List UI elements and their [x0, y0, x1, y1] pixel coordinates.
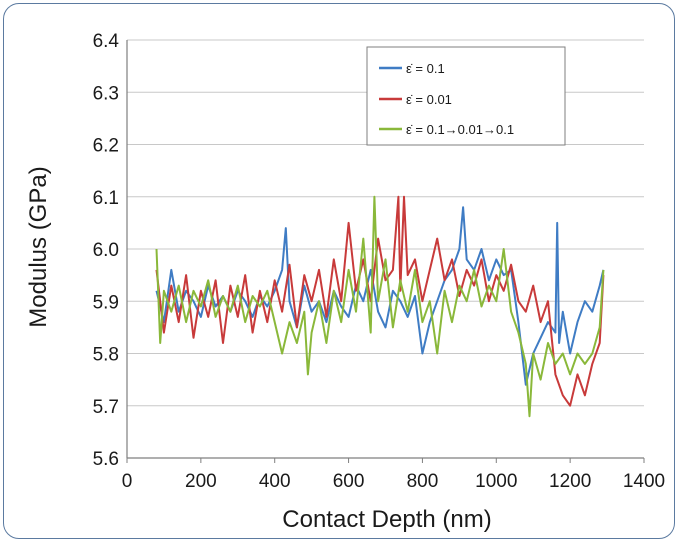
- x-tick-labels: 0 200 400 600 800 1000 1200 1400: [122, 471, 665, 492]
- y-tick-label: 5.7: [93, 397, 119, 418]
- chart-frame: 5.6 5.7 5.8 5.9 6.0 6.1 6.2 6.3 6.4 0 200 400 600 80…: [3, 3, 675, 539]
- legend: ε̇ = 0.1 ε̇ = 0.01 ε̇ = 0.1→0.01→0.1: [366, 46, 566, 146]
- y-tick-label: 5.9: [93, 292, 119, 313]
- x-tick-label: 800: [407, 471, 439, 492]
- x-tick-label: 600: [333, 471, 365, 492]
- y-tick-label: 6.3: [93, 83, 119, 104]
- x-tick-label: 1200: [549, 471, 591, 492]
- x-tick-label: 0: [122, 471, 133, 492]
- y-tick-label: 5.8: [93, 345, 119, 366]
- series-lines: [155, 195, 605, 418]
- y-tick-label: 5.6: [93, 449, 119, 470]
- x-tick-label: 1000: [475, 471, 517, 492]
- y-tick-label: 6.0: [93, 240, 119, 261]
- x-tick-label: 200: [185, 471, 217, 492]
- axes: [126, 40, 645, 463]
- legend-label-series-3: ε̇ = 0.1→0.01→0.1: [406, 122, 514, 137]
- y-axis-label: Modulus (GPa): [25, 166, 52, 327]
- y-tick-labels: 5.6 5.7 5.8 5.9 6.0 6.1 6.2 6.3 6.4: [93, 31, 120, 470]
- y-tick-label: 6.1: [93, 188, 119, 209]
- series-line-3: [155, 195, 605, 418]
- x-axis-label: Contact Depth (nm): [282, 506, 491, 533]
- series-line-1: [155, 206, 605, 386]
- legend-label-series-2: ε̇ = 0.01: [406, 92, 452, 107]
- x-tick-label: 400: [259, 471, 291, 492]
- y-tick-label: 6.4: [93, 31, 120, 52]
- x-tick-label: 1400: [623, 471, 665, 492]
- chart: 5.6 5.7 5.8 5.9 6.0 6.1 6.2 6.3 6.4 0 200 400 600 80…: [25, 31, 665, 533]
- y-tick-label: 6.2: [93, 136, 119, 157]
- legend-label-series-1: ε̇ = 0.1: [406, 61, 445, 76]
